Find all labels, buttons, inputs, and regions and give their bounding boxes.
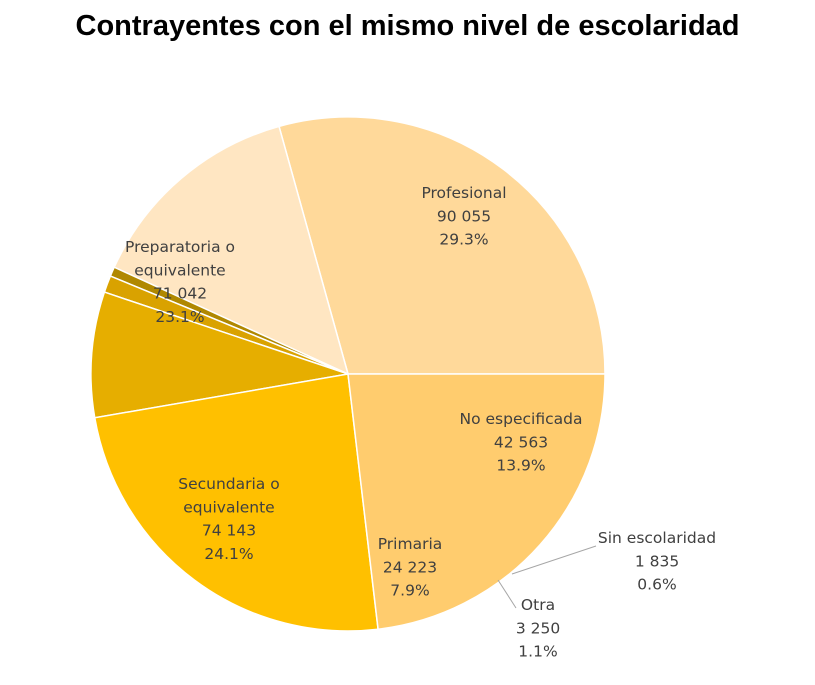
data-label-percent: 24.1% <box>204 545 253 563</box>
data-label-no-especificada: No especificada 42 563 13.9% <box>460 410 583 475</box>
data-label-value: 71 042 <box>153 285 207 303</box>
data-label-value: 24 223 <box>383 558 437 576</box>
chart-title: Contrayentes con el mismo nivel de escol… <box>75 10 740 42</box>
data-label-value: 42 563 <box>494 433 548 451</box>
leader-lines <box>497 545 597 609</box>
data-label-value: 74 143 <box>202 522 256 540</box>
slice-secundaria-o-equivalente <box>93 373 379 632</box>
data-label-name-line: Profesional <box>421 184 506 202</box>
data-label-percent: 0.6% <box>637 576 676 594</box>
data-label-value: 3 250 <box>516 619 560 637</box>
data-label-percent: 1.1% <box>518 643 557 661</box>
data-label-percent: 29.3% <box>439 231 488 249</box>
data-label-percent: 23.1% <box>155 308 204 326</box>
data-label-percent: 13.9% <box>496 457 545 475</box>
slice-labels: Profesional 90 055 29.3% No especificada 42 … <box>125 184 716 661</box>
data-label-value: 1 835 <box>635 552 679 570</box>
data-label-name-line: No especificada <box>460 410 583 428</box>
data-label-profesional: Profesional 90 055 29.3% <box>421 184 506 249</box>
data-label-name-line: Primaria <box>378 535 443 553</box>
leader-line-sin-escolaridad <box>511 545 597 575</box>
data-label-percent: 7.9% <box>390 582 429 600</box>
data-label-secundaria-o-equivalente: Secundaria o equivalente 74 143 24.1% <box>178 475 279 563</box>
data-label-name-line: Preparatoria o <box>125 238 235 256</box>
data-label-name-line: equivalente <box>134 261 225 279</box>
leader-line-otra <box>497 579 517 609</box>
data-label-name-line: equivalente <box>183 498 274 516</box>
data-label-otra: Otra 3 250 1.1% <box>516 596 560 661</box>
data-label-name-line: Sin escolaridad <box>598 529 716 547</box>
data-label-sin-escolaridad: Sin escolaridad 1 835 0.6% <box>598 529 716 594</box>
data-label-value: 90 055 <box>437 207 491 225</box>
slice-primaria <box>90 291 349 419</box>
pie-slices <box>90 116 606 632</box>
data-label-primaria: Primaria 24 223 7.9% <box>378 535 443 600</box>
data-label-preparatoria-o-equivalente: Preparatoria o equivalente 71 042 23.1% <box>125 238 235 326</box>
slice-profesional <box>278 116 606 375</box>
data-label-name-line: Otra <box>521 596 555 614</box>
slice-no-especificada <box>113 125 350 376</box>
slice-preparatoria-o-equivalente <box>347 373 606 631</box>
data-label-name-line: Secundaria o <box>178 475 279 493</box>
